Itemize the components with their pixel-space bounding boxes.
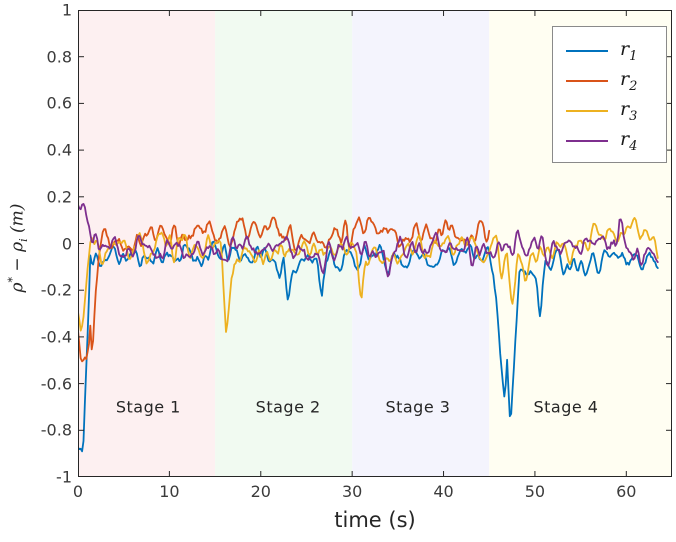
y-axis-label-part: * [5, 276, 19, 283]
stage-label-2: Stage 2 [255, 397, 321, 417]
x-tick-label: 40 [433, 482, 454, 501]
legend-entry-r4[interactable]: r4 [553, 126, 666, 156]
x-tick-label: 50 [524, 482, 546, 501]
legend-line-swatch [566, 50, 608, 52]
y-tick-label: 0.2 [46, 187, 72, 207]
y-tick-label: 1 [61, 0, 72, 20]
legend-entry-r3[interactable]: r3 [553, 96, 666, 126]
x-tick-label: 0 [72, 482, 84, 501]
y-tick-label: -1 [56, 467, 72, 487]
x-tick-label: 10 [159, 482, 180, 501]
legend-entry-r1[interactable]: r1 [553, 36, 666, 66]
y-tick-label: 0.6 [46, 93, 72, 113]
legend: r1 r2 r3 r4 [552, 26, 667, 163]
stage-label-4: Stage 4 [533, 397, 599, 417]
legend-label: r2 [620, 67, 638, 94]
y-tick-label: 0.8 [46, 47, 72, 67]
y-axis-label-part: ρ [7, 282, 28, 293]
y-tick-label: -0.2 [40, 280, 72, 300]
x-tick-label: 60 [616, 482, 637, 501]
stage-label-1: Stage 1 [115, 397, 181, 417]
legend-line-swatch [566, 140, 608, 142]
legend-label: r1 [620, 37, 638, 64]
y-axis-label-part: − [7, 251, 28, 277]
y-axis-label-part: ρ [7, 241, 28, 252]
y-axis-label-part: i [17, 238, 31, 242]
legend-line-swatch [566, 110, 608, 112]
stage-label-3: Stage 3 [385, 397, 451, 417]
legend-label: r4 [620, 127, 638, 154]
y-axis-label: ρ* − ρi (m) [6, 138, 30, 358]
legend-entry-r2[interactable]: r2 [553, 66, 666, 96]
y-tick-label: -0.4 [40, 327, 72, 347]
series-line-r4 [78, 202, 659, 278]
y-tick-label: -0.8 [40, 420, 72, 440]
y-tick-label: 0.4 [46, 140, 72, 160]
x-axis-label: time (s) [334, 508, 416, 532]
y-tick-label: 0 [61, 234, 72, 253]
y-tick-label: -0.6 [40, 374, 72, 394]
legend-label: r3 [620, 97, 638, 124]
x-tick-label: 30 [341, 482, 363, 501]
series-line-r3 [78, 216, 659, 333]
x-tick-label: 20 [250, 482, 271, 501]
y-axis-label-part: (m) [7, 203, 28, 239]
legend-line-swatch [566, 80, 608, 82]
